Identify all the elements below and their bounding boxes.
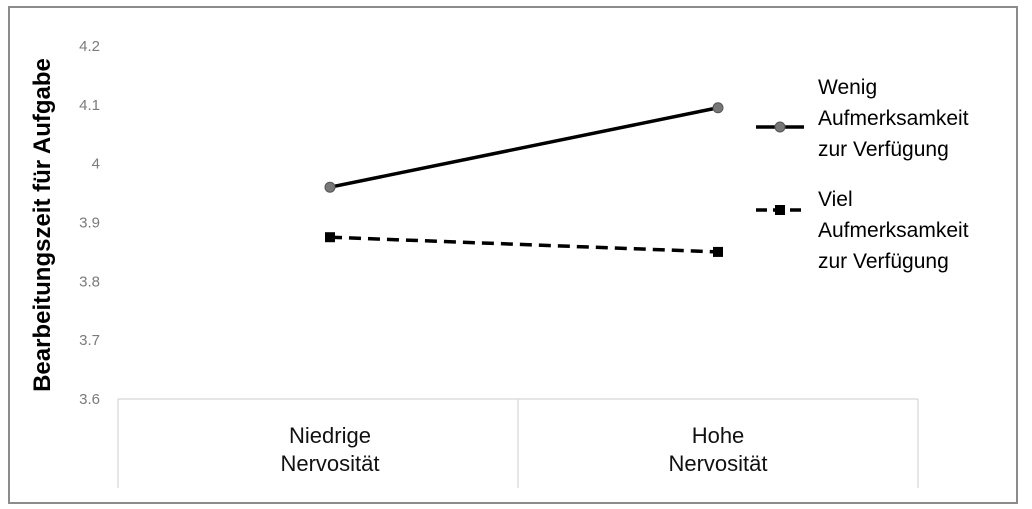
y-tick-label: 3.7 bbox=[79, 332, 100, 349]
series-line bbox=[329, 106, 719, 189]
data-point-circle bbox=[712, 102, 724, 114]
legend-entry-label: Viel Aufmerksamkeit zur Verfügung bbox=[818, 188, 969, 273]
data-point-circle bbox=[324, 181, 336, 193]
y-tick-label: 4.2 bbox=[79, 38, 100, 55]
data-point-square bbox=[325, 232, 335, 243]
y-tick-label: 3.6 bbox=[79, 391, 100, 408]
y-tick-label: 3.8 bbox=[79, 273, 100, 290]
legend: Wenig Aufmerksamkeit zur Verfügung Viel Aufm… bbox=[756, 76, 969, 273]
y-tick-label: 3.9 bbox=[79, 215, 100, 232]
y-tick-label: 4.1 bbox=[79, 97, 100, 114]
data-point-square bbox=[713, 246, 723, 257]
y-tick-labels: 4.2 4.1 4 3.9 3.8 3.7 3.6 bbox=[79, 38, 100, 408]
chart-axes bbox=[117, 398, 919, 488]
y-tick-label: 4 bbox=[92, 156, 100, 173]
series-line bbox=[329, 235, 719, 254]
legend-entry-label: Wenig Aufmerksamkeit zur Verfügung bbox=[818, 76, 969, 161]
x-tick-label: Niedrige Nervosität bbox=[280, 423, 379, 476]
x-tick-labels: Niedrige Nervosität Hohe Nervosität bbox=[280, 423, 767, 476]
x-tick-label: Hohe Nervosität bbox=[668, 423, 767, 476]
legend-marker-square bbox=[775, 205, 785, 215]
y-axis-label: Bearbeitungszeit für Aufgabe bbox=[29, 58, 56, 392]
series-lines bbox=[324, 102, 724, 257]
chart-frame bbox=[8, 6, 1018, 504]
legend-marker-circle bbox=[774, 121, 786, 133]
